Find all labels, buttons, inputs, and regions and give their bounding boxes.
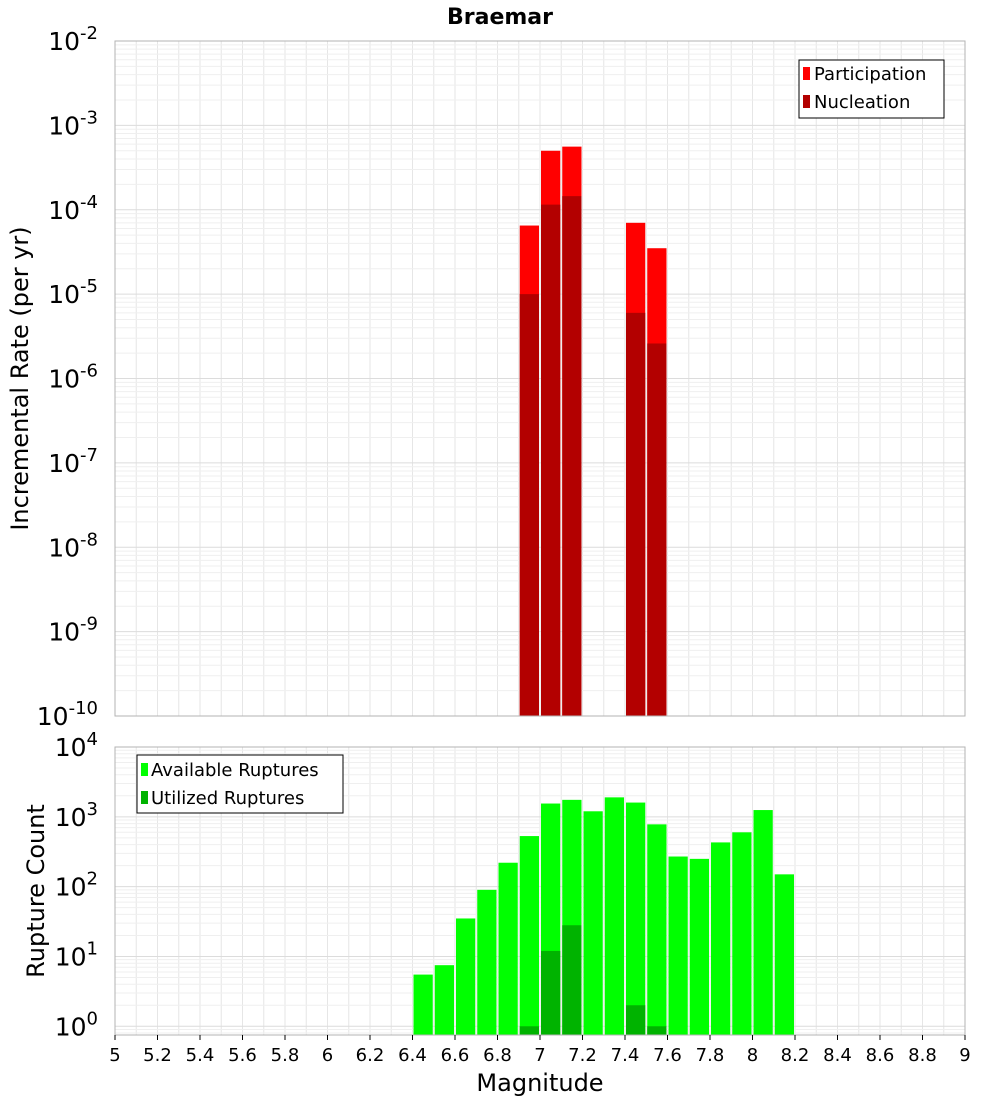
bottom-legend: Available Ruptures Utilized Ruptures: [136, 754, 344, 814]
y-tick-label: 10-2: [48, 23, 98, 56]
nucleation-bar: [541, 204, 561, 717]
bottom-y-axis-label: Rupture Count: [22, 804, 50, 978]
available-ruptures-bar: [668, 856, 688, 1035]
y-tick-label: 101: [55, 938, 98, 971]
x-tick-label: 8.6: [866, 1045, 895, 1066]
y-tick-label: 10-6: [48, 361, 98, 394]
x-tick-label: 5: [109, 1045, 120, 1066]
y-tick-label: 10-7: [48, 445, 98, 478]
y-tick-label: 10-4: [48, 192, 98, 225]
top-panel-grid: [114, 40, 966, 717]
top-panel-bars: [519, 146, 667, 717]
top-legend: Participation Nucleation: [798, 59, 945, 119]
x-tick-label: 5.8: [271, 1045, 300, 1066]
y-tick-label: 10-8: [48, 529, 98, 562]
x-tick-label: 9: [959, 1045, 970, 1066]
x-tick-label: 8: [747, 1045, 758, 1066]
x-tick-label: 8.8: [908, 1045, 937, 1066]
x-axis-label: Magnitude: [476, 1069, 603, 1097]
legend-label-available: Available Ruptures: [151, 760, 319, 781]
x-tick-label: 7.4: [611, 1045, 640, 1066]
y-tick-label: 10-5: [48, 276, 98, 309]
legend-swatch-utilized: [141, 791, 148, 804]
available-ruptures-bar: [689, 858, 709, 1035]
x-tick-label: 6.8: [483, 1045, 512, 1066]
x-axis: 5 5.2 5.4 5.6 5.8 6 6.2 6.4 6.6 6.8 7 7.2 7.4 7.6 7.8 8…: [109, 1035, 971, 1066]
legend-label-participation: Participation: [814, 64, 926, 85]
nucleation-bar: [562, 196, 582, 716]
available-ruptures-bar: [519, 836, 539, 1035]
available-ruptures-bar: [413, 974, 433, 1035]
y-tick-label: 104: [55, 729, 98, 762]
legend-label-nucleation: Nucleation: [814, 92, 910, 113]
y-tick-label: 10-9: [48, 614, 98, 647]
available-ruptures-bar: [753, 810, 773, 1035]
legend-box: [136, 754, 344, 814]
x-tick-label: 6.6: [441, 1045, 470, 1066]
y-tick-label: 102: [55, 869, 98, 902]
utilized-ruptures-bar: [541, 950, 561, 1035]
utilized-ruptures-bar: [626, 1005, 646, 1035]
top-y-axis-label: Incremental Rate (per yr): [6, 226, 34, 530]
chart-title: Braemar: [447, 5, 553, 30]
available-ruptures-bar: [774, 874, 794, 1035]
x-tick-label: 5.4: [186, 1045, 215, 1066]
legend-label-utilized: Utilized Ruptures: [151, 788, 304, 809]
y-tick-label: 103: [55, 799, 98, 832]
utilized-ruptures-bar: [562, 925, 582, 1035]
available-ruptures-bar: [583, 811, 603, 1035]
x-tick-label: 6.2: [356, 1045, 385, 1066]
legend-box: [798, 59, 945, 119]
x-tick-label: 7.6: [653, 1045, 682, 1066]
y-tick-label: 100: [55, 1008, 98, 1041]
top-panel-frame: [114, 40, 966, 717]
legend-swatch-nucleation: [803, 95, 810, 108]
available-ruptures-bar: [434, 965, 454, 1035]
available-ruptures-bar: [732, 832, 752, 1035]
y-tick-label: 10-3: [48, 107, 98, 140]
y-tick-label: 10-10: [37, 698, 98, 731]
available-ruptures-bar: [711, 842, 731, 1035]
legend-swatch-participation: [803, 67, 810, 80]
x-tick-label: 7.2: [568, 1045, 597, 1066]
utilized-ruptures-bar: [647, 1026, 667, 1035]
nucleation-bar: [647, 343, 667, 716]
legend-swatch-available: [141, 763, 148, 776]
available-ruptures-bar: [626, 802, 646, 1035]
utilized-ruptures-bar: [519, 1026, 539, 1035]
x-tick-label: 6: [322, 1045, 333, 1066]
nucleation-bar: [519, 294, 539, 716]
available-ruptures-bar: [604, 797, 624, 1035]
x-tick-label: 8.2: [781, 1045, 810, 1066]
available-ruptures-bar: [647, 824, 667, 1035]
x-tick-label: 8.4: [823, 1045, 852, 1066]
x-tick-label: 5.2: [143, 1045, 172, 1066]
available-ruptures-bar: [456, 918, 476, 1035]
bottom-panel-bars: [413, 797, 794, 1035]
x-tick-label: 7: [534, 1045, 545, 1066]
bottom-panel-grid: [114, 746, 966, 1035]
available-ruptures-bar: [498, 862, 518, 1035]
nucleation-bar: [626, 312, 646, 716]
x-tick-label: 6.4: [398, 1045, 427, 1066]
x-tick-label: 5.6: [228, 1045, 257, 1066]
x-tick-label: 7.8: [696, 1045, 725, 1066]
available-ruptures-bar: [477, 889, 497, 1035]
